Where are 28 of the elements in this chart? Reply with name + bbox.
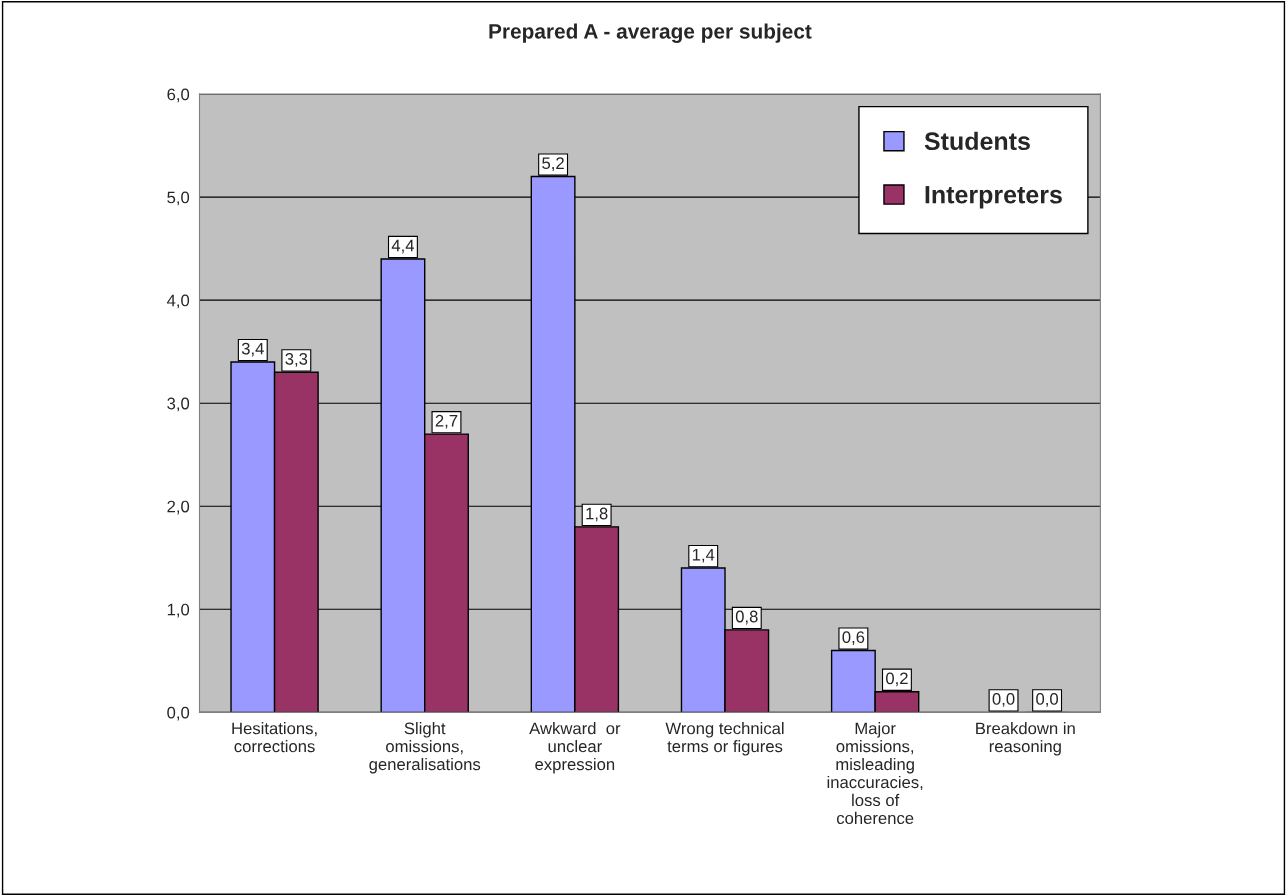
data-label: 5,2: [542, 157, 564, 172]
data-label: 0,6: [842, 631, 865, 645]
x-tick-label: Breakdown in reasoning: [976, 722, 1075, 756]
chart-title: Prepared A - average per subject: [489, 23, 812, 43]
y-tick-label: 4,0: [166, 294, 190, 309]
data-label: 0,2: [886, 672, 908, 687]
data-label: 4,4: [391, 239, 415, 254]
y-tick-label: 2,0: [167, 500, 190, 515]
data-label: 0,0: [992, 693, 1015, 707]
legend-label: Interpreters: [925, 186, 1062, 209]
y-tick-label: 6,0: [167, 88, 190, 103]
data-label: 3,4: [241, 342, 264, 357]
data-label: 0,8: [735, 610, 758, 625]
y-tick-label: 0,0: [167, 706, 190, 721]
x-tick-label: Slight omissions, generalisations: [369, 722, 481, 774]
legend-label: Students: [924, 131, 1030, 151]
data-label: 3,3: [285, 353, 308, 367]
x-tick-label: Hesitations, corrections: [232, 722, 317, 753]
x-tick-label: Major omissions, misleading inaccuracies, loss of coherence: [827, 722, 923, 825]
data-label: 0,0: [1036, 693, 1059, 707]
y-tick-label: 5,0: [167, 191, 190, 206]
y-tick-label: 3,0: [167, 397, 190, 412]
data-label: 2,7: [435, 414, 458, 429]
data-label: 1,4: [692, 548, 715, 563]
data-label: 1,8: [586, 507, 608, 522]
x-tick-label: Awkward or unclear expression: [529, 722, 621, 774]
x-tick-label: Wrong technical terms or figures: [665, 722, 784, 756]
y-tick-label: 1,0: [167, 603, 190, 618]
